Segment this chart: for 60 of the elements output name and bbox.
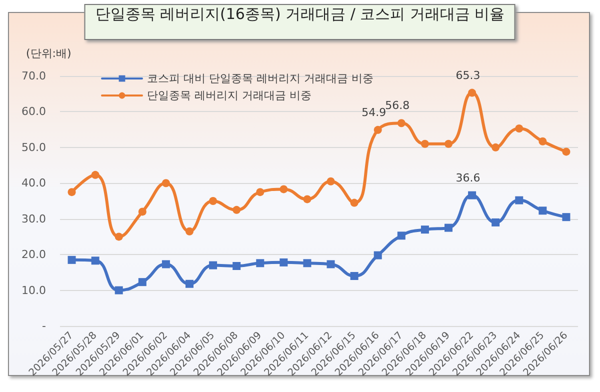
data-label: 56.8: [385, 99, 410, 112]
data-label: 65.3: [456, 68, 480, 82]
y-tick-label: 30.0: [22, 212, 46, 226]
legend-label: 단일종목 레버리지 거래대금 비중: [147, 89, 312, 102]
y-tick-label: 10.0: [22, 284, 46, 297]
point: [326, 260, 335, 268]
point: [350, 272, 358, 280]
point: [420, 226, 429, 234]
chart-title: 단일종목 레버리지(16종목) 거래대금 / 코스피 거래대금 비율: [84, 4, 516, 40]
point: [374, 126, 382, 134]
point: [444, 224, 452, 232]
point: [91, 170, 100, 179]
data-label: 54.9: [362, 106, 386, 119]
y-tick-label: 50.0: [22, 140, 46, 154]
point: [232, 206, 241, 214]
point: [562, 213, 570, 222]
point: [209, 197, 218, 205]
point: [91, 256, 100, 265]
point: [114, 232, 123, 241]
point: [162, 260, 170, 268]
point: [280, 258, 288, 266]
point: [256, 188, 264, 196]
point: [468, 88, 476, 97]
point: [114, 286, 123, 294]
y-tick-label: -: [42, 320, 46, 332]
point: [397, 119, 406, 128]
point: [562, 148, 570, 156]
point: [444, 140, 452, 148]
point: [374, 251, 382, 260]
point: [209, 261, 218, 270]
y-tick-label: 70.0: [22, 70, 46, 82]
point: [68, 188, 76, 196]
y-tick-label: 60.0: [22, 105, 46, 118]
point: [138, 208, 146, 216]
point: [420, 140, 429, 148]
y-tick-label: 20.0: [22, 248, 46, 262]
point: [232, 262, 241, 270]
point: [492, 143, 500, 152]
point: [492, 218, 500, 226]
y-tick-label: 40.0: [22, 176, 46, 190]
point: [397, 232, 406, 240]
point: [538, 206, 547, 215]
point: [515, 124, 524, 132]
y-axis-title: (단위:배): [26, 47, 72, 60]
point: [138, 278, 146, 286]
point: [186, 227, 194, 236]
point: [468, 191, 476, 200]
point: [256, 259, 264, 268]
point: [303, 259, 312, 268]
point: [350, 198, 358, 207]
point: [68, 256, 76, 264]
point: [303, 195, 312, 204]
point: [538, 137, 547, 146]
legend-label: 코스피 대비 단일종목 레버리지 거래대금 비중: [147, 72, 374, 85]
point: [326, 177, 335, 186]
point: [515, 196, 524, 204]
data-label: 36.6: [456, 171, 480, 184]
point: [162, 179, 170, 188]
point: [186, 280, 194, 288]
point: [280, 185, 288, 194]
